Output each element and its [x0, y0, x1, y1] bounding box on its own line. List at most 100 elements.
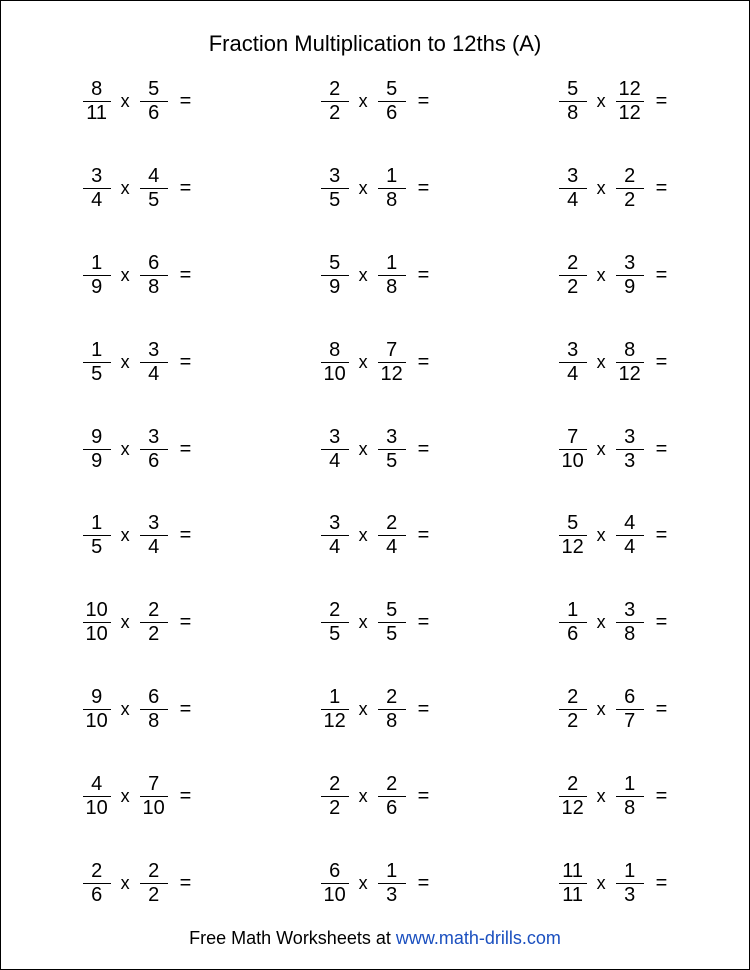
denominator: 12 [560, 798, 586, 819]
denominator: 10 [141, 798, 167, 819]
equals-sign: = [180, 177, 192, 200]
equals-sign: = [656, 698, 668, 721]
fraction-a: 910 [83, 687, 111, 732]
equals-sign: = [418, 264, 430, 287]
problem: 811x56= [37, 79, 237, 124]
fraction-b: 18 [378, 166, 406, 211]
problem: 910x68= [37, 687, 237, 732]
fraction-b: 56 [140, 79, 168, 124]
numerator: 8 [622, 340, 637, 361]
numerator: 1 [89, 253, 104, 274]
multiply-operator: x [597, 873, 606, 894]
multiply-operator: x [359, 873, 368, 894]
denominator: 8 [146, 711, 161, 732]
fraction-a: 34 [321, 513, 349, 558]
multiply-operator: x [121, 352, 130, 373]
fraction-b: 18 [616, 774, 644, 819]
equals-sign: = [656, 438, 668, 461]
problem: 1010x22= [37, 600, 237, 645]
numerator: 12 [617, 79, 643, 100]
problem: 1111x13= [513, 861, 713, 906]
fraction-b: 812 [616, 340, 644, 385]
equals-sign: = [418, 785, 430, 808]
multiply-operator: x [359, 699, 368, 720]
denominator: 4 [89, 190, 104, 211]
denominator: 2 [146, 624, 161, 645]
fraction-a: 112 [321, 687, 349, 732]
footer-link[interactable]: www.math-drills.com [396, 928, 561, 948]
multiply-operator: x [121, 91, 130, 112]
denominator: 10 [84, 624, 110, 645]
multiply-operator: x [359, 265, 368, 286]
equals-sign: = [180, 524, 192, 547]
fraction-a: 811 [83, 79, 111, 124]
fraction-a: 512 [559, 513, 587, 558]
multiply-operator: x [597, 439, 606, 460]
denominator: 11 [560, 885, 585, 906]
numerator: 3 [622, 600, 637, 621]
numerator: 2 [384, 687, 399, 708]
fraction-b: 34 [140, 340, 168, 385]
problem: 34x812= [513, 340, 713, 385]
denominator: 12 [322, 711, 348, 732]
problem-row: 99x36=34x35=710x33= [37, 427, 713, 472]
denominator: 10 [560, 451, 586, 472]
fraction-a: 710 [559, 427, 587, 472]
denominator: 3 [384, 885, 399, 906]
equals-sign: = [418, 351, 430, 374]
denominator: 2 [327, 103, 342, 124]
equals-sign: = [656, 264, 668, 287]
denominator: 5 [327, 190, 342, 211]
numerator: 2 [327, 600, 342, 621]
multiply-operator: x [121, 178, 130, 199]
numerator: 3 [327, 427, 342, 448]
multiply-operator: x [359, 352, 368, 373]
problem: 22x26= [275, 774, 475, 819]
denominator: 8 [384, 277, 399, 298]
denominator: 8 [622, 798, 637, 819]
problem: 34x24= [275, 513, 475, 558]
fraction-b: 68 [140, 687, 168, 732]
numerator: 3 [622, 427, 637, 448]
fraction-b: 13 [378, 861, 406, 906]
denominator: 8 [565, 103, 580, 124]
problem: 512x44= [513, 513, 713, 558]
denominator: 2 [622, 190, 637, 211]
problem: 59x18= [275, 253, 475, 298]
multiply-operator: x [121, 525, 130, 546]
problem: 15x34= [37, 513, 237, 558]
fraction-b: 22 [140, 861, 168, 906]
numerator: 2 [565, 253, 580, 274]
problem: 58x1212= [513, 79, 713, 124]
denominator: 2 [565, 711, 580, 732]
fraction-a: 16 [559, 600, 587, 645]
denominator: 8 [384, 711, 399, 732]
denominator: 6 [146, 103, 161, 124]
fraction-b: 710 [140, 774, 168, 819]
fraction-a: 212 [559, 774, 587, 819]
numerator: 7 [565, 427, 580, 448]
denominator: 9 [89, 451, 104, 472]
multiply-operator: x [121, 265, 130, 286]
problem-row: 410x710=22x26=212x18= [37, 774, 713, 819]
equals-sign: = [180, 872, 192, 895]
denominator: 2 [565, 277, 580, 298]
denominator: 8 [384, 190, 399, 211]
fraction-b: 44 [616, 513, 644, 558]
problem: 710x33= [513, 427, 713, 472]
numerator: 11 [560, 861, 585, 882]
problem: 810x712= [275, 340, 475, 385]
numerator: 2 [565, 774, 580, 795]
denominator: 9 [89, 277, 104, 298]
numerator: 1 [327, 687, 342, 708]
problem: 22x39= [513, 253, 713, 298]
numerator: 8 [327, 340, 342, 361]
denominator: 12 [379, 364, 405, 385]
numerator: 1 [565, 600, 580, 621]
numerator: 2 [384, 774, 399, 795]
denominator: 10 [84, 711, 110, 732]
problem-row: 15x34=34x24=512x44= [37, 513, 713, 558]
denominator: 12 [560, 537, 586, 558]
fraction-a: 22 [321, 774, 349, 819]
multiply-operator: x [359, 525, 368, 546]
